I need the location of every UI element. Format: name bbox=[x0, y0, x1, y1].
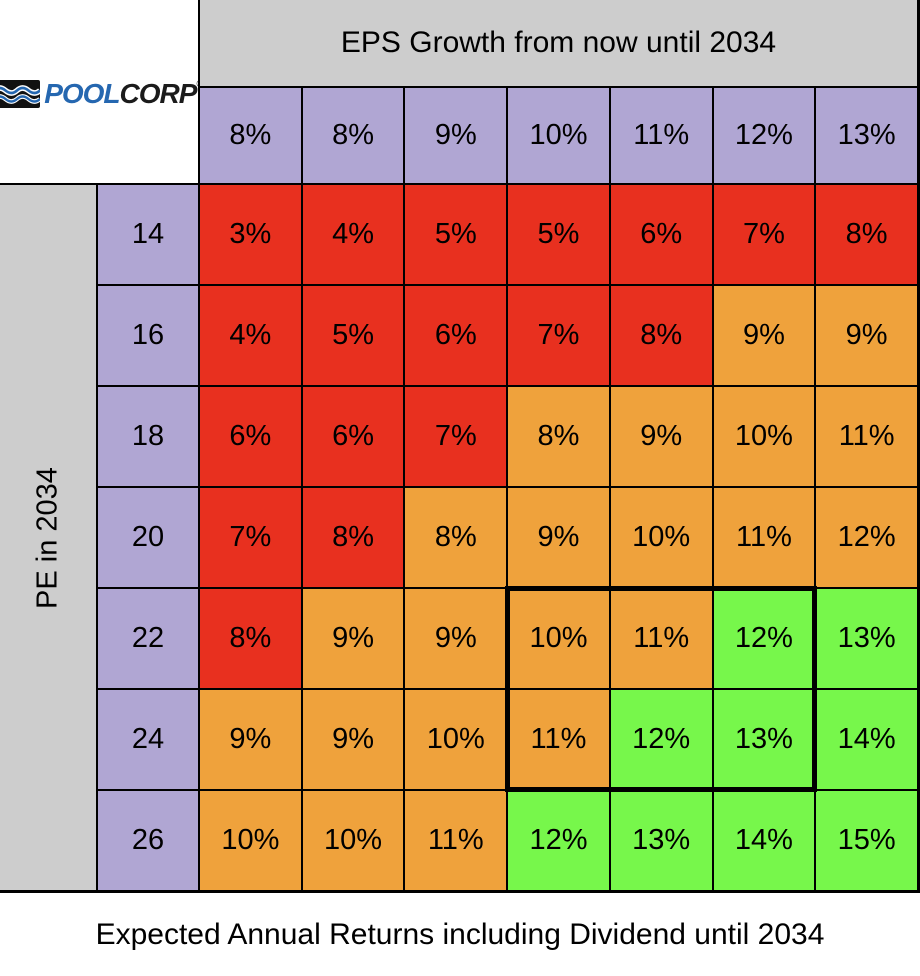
data-cell: 9% bbox=[302, 589, 404, 688]
data-cell: 9% bbox=[508, 488, 609, 587]
caption-area: Expected Annual Returns including Divide… bbox=[0, 893, 920, 976]
col-header-cell: 13% bbox=[816, 88, 917, 183]
logo-corp-text: CORP bbox=[119, 77, 198, 109]
data-cell: 12% bbox=[610, 690, 712, 789]
eps-growth-title-cell: EPS Growth from now until 2034 bbox=[200, 0, 917, 86]
logo-cell: POOLCORP® bbox=[0, 0, 198, 183]
data-cell: 5% bbox=[302, 286, 404, 385]
data-cell: 15% bbox=[816, 791, 917, 890]
data-cell: 4% bbox=[200, 286, 301, 385]
data-cell: 12% bbox=[816, 488, 917, 587]
data-cell: 3% bbox=[200, 185, 301, 284]
data-cell: 7% bbox=[405, 387, 507, 486]
row-header-cell: 20 bbox=[98, 488, 198, 587]
registered-trademark-mark: ® bbox=[196, 79, 198, 90]
col-header-cell: 10% bbox=[508, 88, 609, 183]
data-cell: 7% bbox=[508, 286, 609, 385]
data-cell: 12% bbox=[508, 791, 609, 890]
table-title: EPS Growth from now until 2034 bbox=[340, 26, 777, 59]
data-cell: 9% bbox=[816, 286, 917, 385]
data-cell: 11% bbox=[610, 589, 712, 688]
data-cell: 6% bbox=[200, 387, 301, 486]
logo-pool-text: POOL bbox=[44, 77, 120, 109]
data-cell: 11% bbox=[508, 690, 609, 789]
col-header-cell: 12% bbox=[713, 88, 815, 183]
data-cell: 8% bbox=[508, 387, 609, 486]
poolcorp-waves-icon bbox=[0, 79, 41, 108]
sensitivity-table: POOLCORP® EPS Growth from now until 2034… bbox=[0, 0, 920, 893]
data-cell: 4% bbox=[302, 185, 404, 284]
data-cell: 9% bbox=[610, 387, 712, 486]
row-header-cell: 18 bbox=[98, 387, 198, 486]
data-cell: 10% bbox=[302, 791, 404, 890]
data-cell: 11% bbox=[405, 791, 507, 890]
data-cell: 9% bbox=[405, 589, 507, 688]
data-cell: 14% bbox=[713, 791, 815, 890]
data-cell: 10% bbox=[713, 387, 815, 486]
row-header-cell: 22 bbox=[98, 589, 198, 688]
data-cell: 7% bbox=[200, 488, 301, 587]
row-header-cell: 26 bbox=[98, 791, 198, 890]
data-cell: 5% bbox=[405, 185, 507, 284]
data-cell: 10% bbox=[200, 791, 301, 890]
data-cell: 8% bbox=[200, 589, 301, 688]
row-header-cell: 24 bbox=[98, 690, 198, 789]
col-header-cell: 8% bbox=[200, 88, 301, 183]
data-cell: 11% bbox=[816, 387, 917, 486]
chart-caption: Expected Annual Returns including Divide… bbox=[95, 917, 825, 951]
data-cell: 13% bbox=[816, 589, 917, 688]
logo-wordmark: POOLCORP® bbox=[44, 77, 198, 109]
col-header-cell: 11% bbox=[610, 88, 712, 183]
data-cell: 8% bbox=[610, 286, 712, 385]
col-header-cell: 9% bbox=[405, 88, 507, 183]
data-cell: 7% bbox=[713, 185, 815, 284]
pe-axis-label: PE in 2034 bbox=[31, 466, 64, 609]
col-header-cell: 8% bbox=[302, 88, 404, 183]
data-cell: 8% bbox=[302, 488, 404, 587]
data-cell: 8% bbox=[816, 185, 917, 284]
data-cell: 6% bbox=[405, 286, 507, 385]
data-cell: 13% bbox=[713, 690, 815, 789]
data-cell: 6% bbox=[302, 387, 404, 486]
row-header-cell: 16 bbox=[98, 286, 198, 385]
data-cell: 9% bbox=[200, 690, 301, 789]
data-cell: 9% bbox=[302, 690, 404, 789]
pe-axis-band: PE in 2034 bbox=[0, 185, 96, 890]
data-cell: 12% bbox=[713, 589, 815, 688]
data-cell: 10% bbox=[508, 589, 609, 688]
data-cell: 5% bbox=[508, 185, 609, 284]
data-cell: 8% bbox=[405, 488, 507, 587]
data-cell: 10% bbox=[405, 690, 507, 789]
data-cell: 6% bbox=[610, 185, 712, 284]
data-cell: 9% bbox=[713, 286, 815, 385]
data-cell: 10% bbox=[610, 488, 712, 587]
data-cell: 11% bbox=[713, 488, 815, 587]
row-header-cell: 14 bbox=[98, 185, 198, 284]
data-cell: 13% bbox=[610, 791, 712, 890]
poolcorp-logo: POOLCORP® bbox=[0, 77, 198, 109]
data-cell: 14% bbox=[816, 690, 917, 789]
